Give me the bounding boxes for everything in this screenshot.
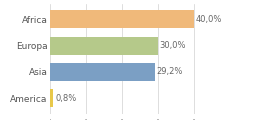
Text: 29,2%: 29,2% — [157, 67, 183, 76]
Text: 0,8%: 0,8% — [55, 94, 76, 103]
Text: 30,0%: 30,0% — [160, 41, 186, 50]
Text: 40,0%: 40,0% — [195, 15, 222, 24]
Bar — [50, 63, 155, 81]
Bar — [50, 89, 53, 107]
Bar — [50, 37, 158, 55]
Bar — [50, 10, 194, 28]
